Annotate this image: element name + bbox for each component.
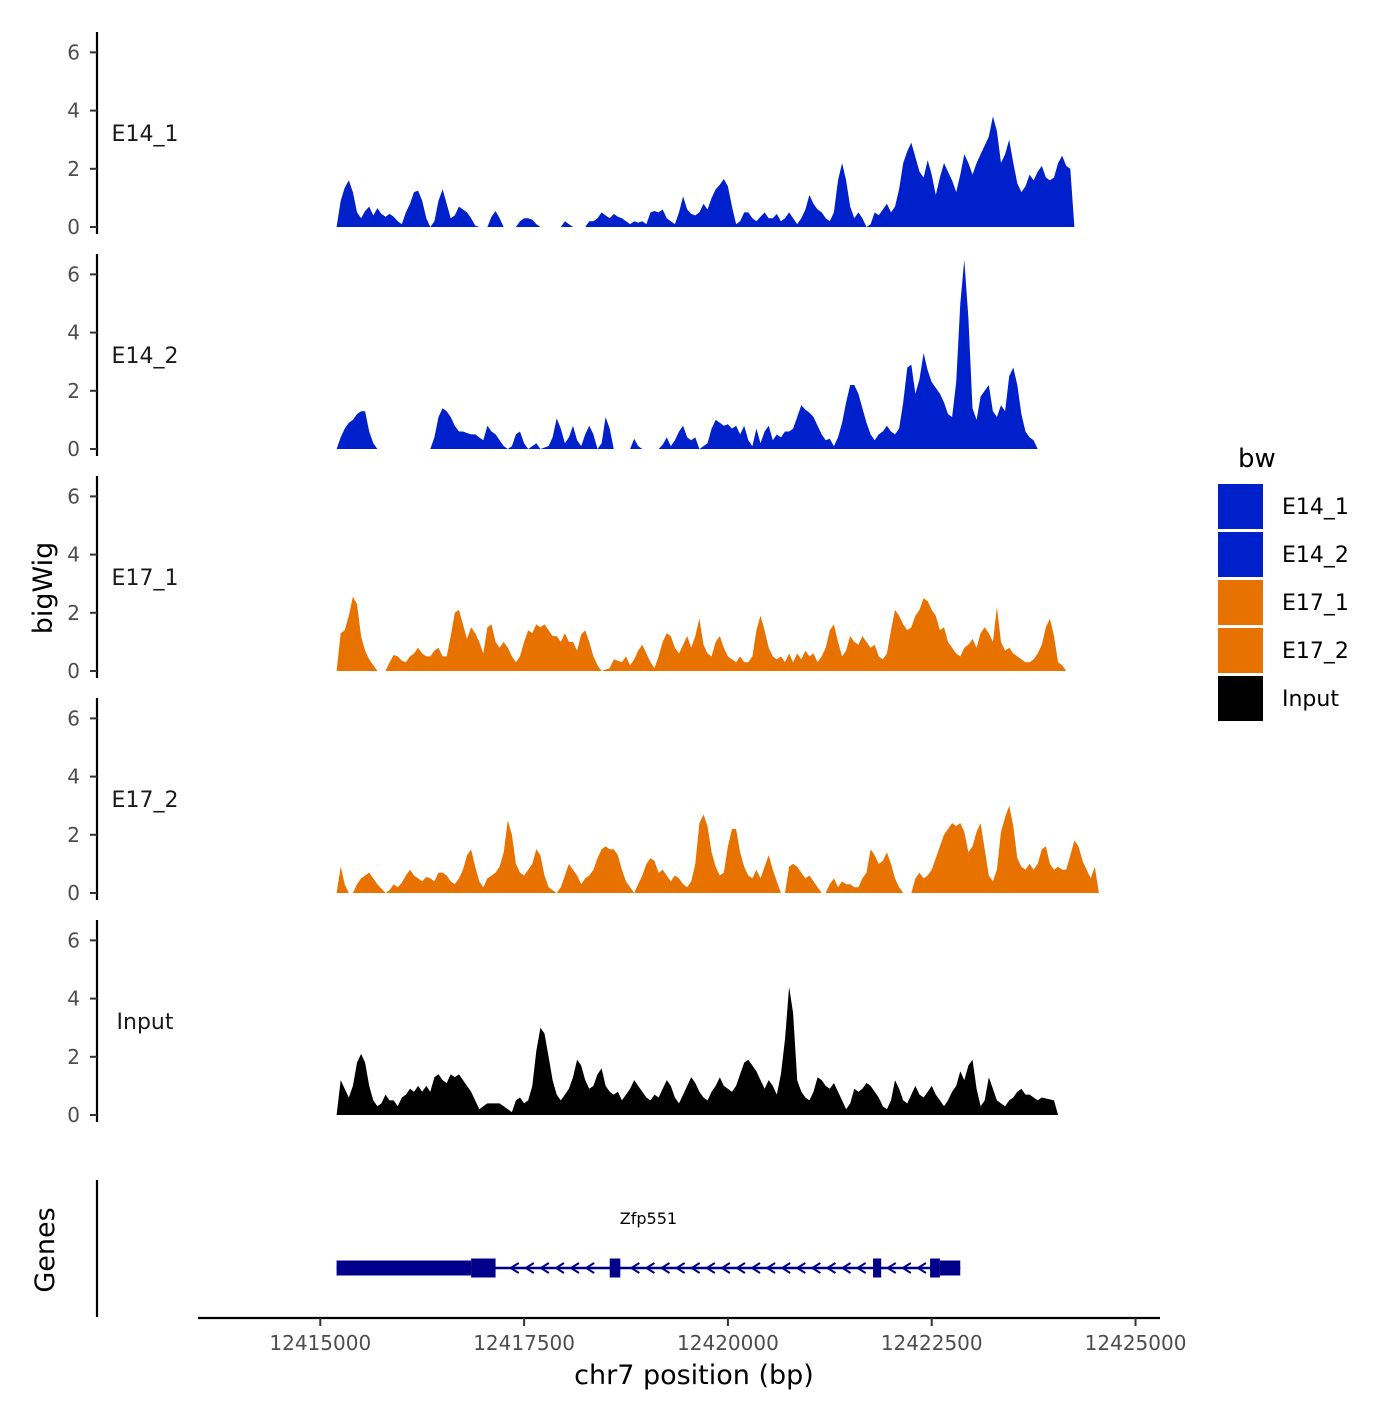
signal-area-e17-1	[336, 596, 1067, 671]
legend-key-input	[1218, 676, 1263, 721]
strand-arrow	[825, 1262, 836, 1274]
track-e14-1: 0 2 4 6 E14_1	[67, 32, 1075, 239]
y-tick-label: 4	[67, 987, 80, 1011]
y-tick-label: 6	[67, 484, 80, 508]
strand-arrow	[900, 1262, 912, 1274]
gene-label: Zfp551	[620, 1209, 677, 1228]
track-label: E17_2	[112, 788, 179, 813]
y-tick-label: 2	[67, 1045, 80, 1069]
strand-arrow	[629, 1262, 640, 1274]
exon-cds	[471, 1258, 496, 1278]
strand-arrow	[885, 1262, 897, 1274]
strand-arrow	[689, 1262, 701, 1274]
legend-label: E17_2	[1282, 639, 1349, 664]
signal-area-e14-2	[336, 259, 1038, 449]
legend-title: bw	[1238, 444, 1276, 474]
y-tick-label: 0	[67, 215, 80, 239]
legend-key-e14-2	[1218, 532, 1263, 577]
strand-arrow	[855, 1262, 867, 1274]
strand-arrow	[554, 1262, 565, 1274]
legend: bw E14_1 E14_2 E17_1 E17_2 Input	[1218, 444, 1349, 721]
legend-label: E14_1	[1282, 495, 1349, 520]
track-label: E14_2	[112, 344, 179, 369]
track-input: 0 2 4 6 Input	[67, 920, 1059, 1127]
y-tick-label: 4	[67, 543, 80, 567]
legend-key-e17-1	[1218, 580, 1263, 625]
strand-arrow	[584, 1262, 595, 1274]
y-axis-title: bigWig	[28, 542, 59, 635]
exon-utr	[939, 1260, 961, 1276]
y-tick-label: 4	[67, 321, 80, 345]
genes-title: Genes	[30, 1207, 61, 1292]
signal-area-e17-2	[336, 805, 1099, 893]
track-label: E14_1	[112, 122, 179, 147]
y-tick-label: 0	[67, 1103, 80, 1127]
strand-arrow	[539, 1262, 550, 1274]
strand-arrow	[765, 1262, 776, 1274]
signal-area-input	[336, 986, 1059, 1115]
exon-utr	[336, 1260, 472, 1276]
y-tick-label: 0	[67, 659, 80, 683]
exon-cds	[873, 1258, 882, 1278]
legend-label: E17_1	[1282, 591, 1349, 616]
strand-arrow	[795, 1262, 806, 1274]
signal-area-e14-1	[336, 116, 1075, 227]
y-tick-label: 6	[67, 706, 80, 730]
y-tick-label: 4	[67, 99, 80, 123]
track-e17-2: 0 2 4 6 E17_2	[67, 698, 1099, 905]
y-tick-label: 4	[67, 765, 80, 789]
y-tick-label: 0	[67, 437, 80, 461]
x-axis-title: chr7 position (bp)	[574, 1360, 814, 1391]
y-tick-label: 6	[67, 40, 80, 64]
x-tick-label: 12422500	[881, 1331, 983, 1355]
strand-arrow	[644, 1262, 655, 1274]
legend-key-e17-2	[1218, 628, 1263, 673]
legend-key-e14-1	[1218, 484, 1263, 529]
track-e17-1: 0 2 4 6 E17_1	[67, 476, 1067, 683]
genes-panel: Genes Zfp551	[30, 1180, 961, 1317]
legend-label: E14_2	[1282, 543, 1349, 568]
track-label: Input	[117, 1010, 174, 1035]
gene-model	[336, 1258, 961, 1278]
strand-arrow	[780, 1262, 791, 1274]
strand-arrow	[659, 1262, 671, 1274]
x-axis: chr7 position (bp) 12415000 12417500 12420…	[198, 1316, 1187, 1391]
y-tick-label: 6	[67, 928, 80, 952]
strand-arrow	[704, 1262, 716, 1274]
y-tick-label: 0	[67, 881, 80, 905]
y-tick-label: 2	[67, 157, 80, 181]
strand-arrow	[508, 1262, 520, 1274]
track-e14-2: 0 2 4 6 E14_2	[67, 254, 1038, 461]
strand-arrow	[810, 1262, 821, 1274]
x-tick-label: 12417500	[473, 1331, 575, 1355]
x-tick-label: 12425000	[1085, 1331, 1187, 1355]
strand-arrow	[719, 1262, 731, 1274]
strand-arrow	[523, 1262, 535, 1274]
track-label: E17_1	[112, 566, 179, 591]
signal-tracks: 0 2 4 6 E14_1 0 2 4 6 E14_2 0 2 4 6 E17_1 0 2 4 6 E17_2 0 2 4 6…	[67, 32, 1099, 1127]
exon-cds	[609, 1258, 621, 1278]
x-tick-label: 12420000	[677, 1331, 779, 1355]
y-tick-label: 2	[67, 379, 80, 403]
y-tick-label: 6	[67, 262, 80, 286]
exon-cds	[930, 1258, 940, 1278]
strand-arrow	[750, 1262, 761, 1274]
x-tick-label: 12415000	[269, 1331, 371, 1355]
y-tick-label: 2	[67, 823, 80, 847]
strand-arrow	[735, 1262, 746, 1274]
legend-label: Input	[1282, 687, 1339, 712]
strand-arrow	[916, 1262, 927, 1274]
y-tick-label: 2	[67, 601, 80, 625]
strand-arrow	[674, 1262, 686, 1274]
strand-arrow	[840, 1262, 852, 1274]
strand-arrow	[569, 1262, 580, 1274]
